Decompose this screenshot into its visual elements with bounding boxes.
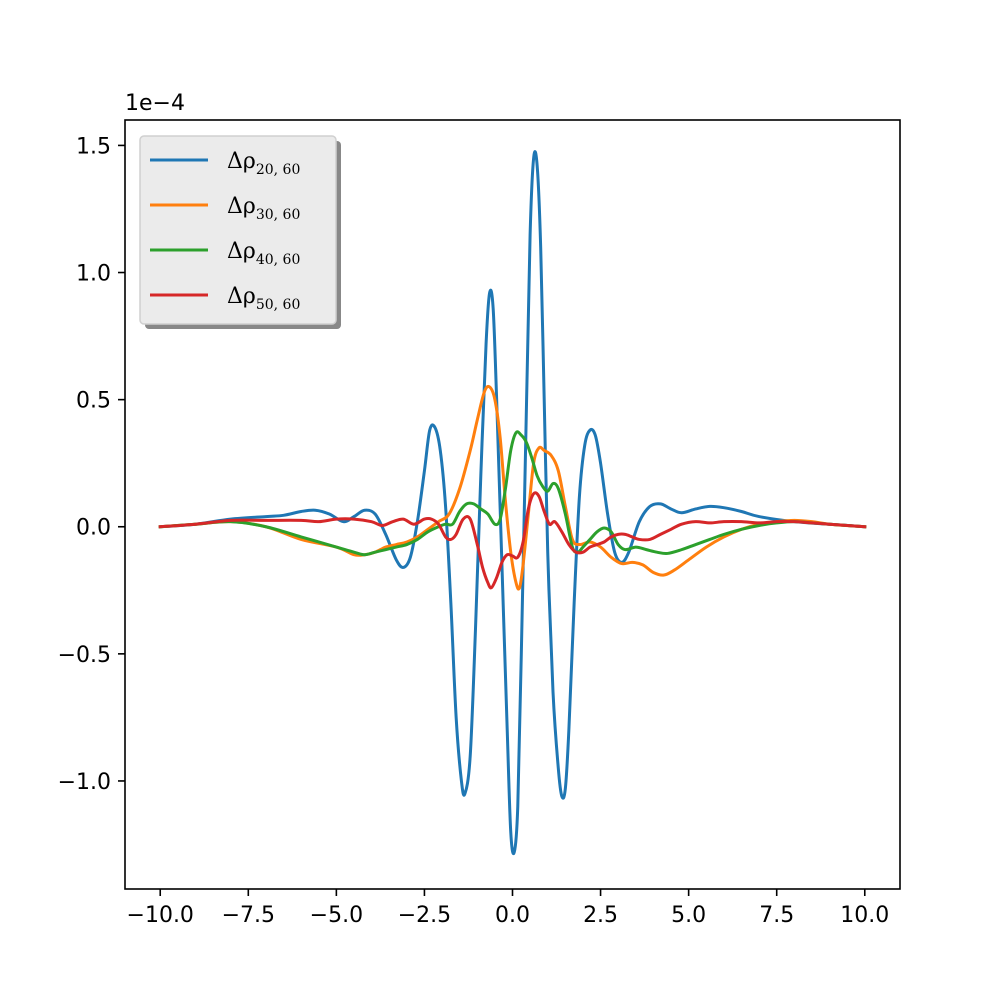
legend-label: Δρ40, 60	[227, 239, 300, 268]
x-tick-label: 10.0	[840, 903, 889, 928]
x-tick-label: −7.5	[222, 903, 275, 928]
legend-label: Δρ20, 60	[227, 149, 300, 178]
x-axis: −10.0 −7.5 −5.0 −2.5 0.0 2.5 5.0 7.5 10.0	[127, 889, 889, 928]
y-tick-label: 0.0	[76, 516, 111, 541]
x-tick-label: −2.5	[398, 903, 451, 928]
legend-box	[139, 135, 337, 325]
legend-label: Δρ30, 60	[227, 194, 300, 223]
series-line-1	[158, 384, 867, 591]
x-tick-label: 7.5	[759, 903, 794, 928]
x-tick-label: −10.0	[127, 903, 194, 928]
x-tick-label: −5.0	[310, 903, 363, 928]
y-tick-label: −0.5	[58, 643, 111, 668]
series-line-3	[158, 491, 867, 590]
x-tick-label: 2.5	[583, 903, 618, 928]
y-offset-label: 1e−4	[125, 91, 185, 116]
y-tick-label: 1.0	[76, 262, 111, 287]
legend-label: Δρ50, 60	[227, 284, 300, 313]
series-line-0	[158, 150, 867, 856]
series-layer	[158, 150, 867, 856]
x-tick-label: 5.0	[671, 903, 706, 928]
y-tick-label: 1.5	[76, 134, 111, 159]
x-tick-label: 0.0	[495, 903, 530, 928]
series-line-2	[158, 430, 867, 557]
legend: Δρ20, 60 Δρ30, 60 Δρ40, 60 Δρ50, 60	[139, 135, 341, 329]
y-tick-label: 0.5	[76, 389, 111, 414]
y-tick-label: −1.0	[58, 770, 111, 795]
y-axis: −1.0 −0.5 0.0 0.5 1.0 1.5	[58, 134, 125, 795]
